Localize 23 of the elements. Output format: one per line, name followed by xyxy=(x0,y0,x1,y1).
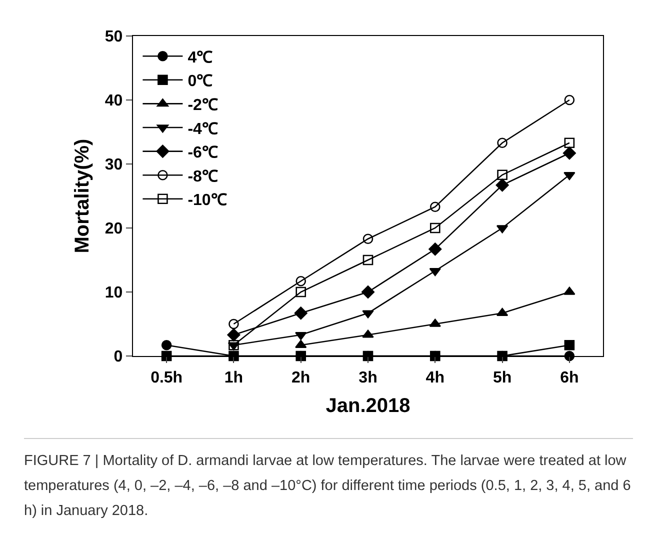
x-tick-label: 5h xyxy=(492,369,512,386)
y-tick-label: 0 xyxy=(114,348,123,366)
x-tick-label: 1h xyxy=(224,369,244,386)
y-tick-label: 10 xyxy=(104,284,123,302)
x-tick-label: 0.5h xyxy=(150,369,183,386)
x-tick-label: 2h xyxy=(292,369,310,386)
y-tick-label: 40 xyxy=(104,92,123,110)
x-tick-label: 4h xyxy=(426,369,444,386)
legend-label: 4℃ xyxy=(188,49,213,66)
legend-label: -10℃ xyxy=(188,192,227,210)
x-tick-label: 3h xyxy=(358,369,378,386)
y-axis-title: Mortality(%) xyxy=(71,138,94,254)
legend-label: -2℃ xyxy=(188,96,218,114)
y-tick-label: 30 xyxy=(104,156,123,174)
x-tick-label: 6h xyxy=(560,369,579,386)
legend-label: -6℃ xyxy=(188,144,218,162)
legend-label: -4℃ xyxy=(188,120,218,138)
legend-label: 0℃ xyxy=(188,73,213,90)
x-axis-title: Jan.2018 xyxy=(326,394,410,417)
legend-label: -8℃ xyxy=(188,168,218,186)
y-tick-label: 20 xyxy=(104,220,123,238)
caption: FIGURE 7 | Mortality of D. armandi larvae at low temperatures. The larvae were treated at low temperatures (4, 0, –2, –4, –6, –8 and –10°C) for different time periods (0.5, 1, 2, 3, 4, 5, and 6 h) in January 2018. xyxy=(24,438,633,524)
y-tick-label: 50 xyxy=(104,28,123,46)
